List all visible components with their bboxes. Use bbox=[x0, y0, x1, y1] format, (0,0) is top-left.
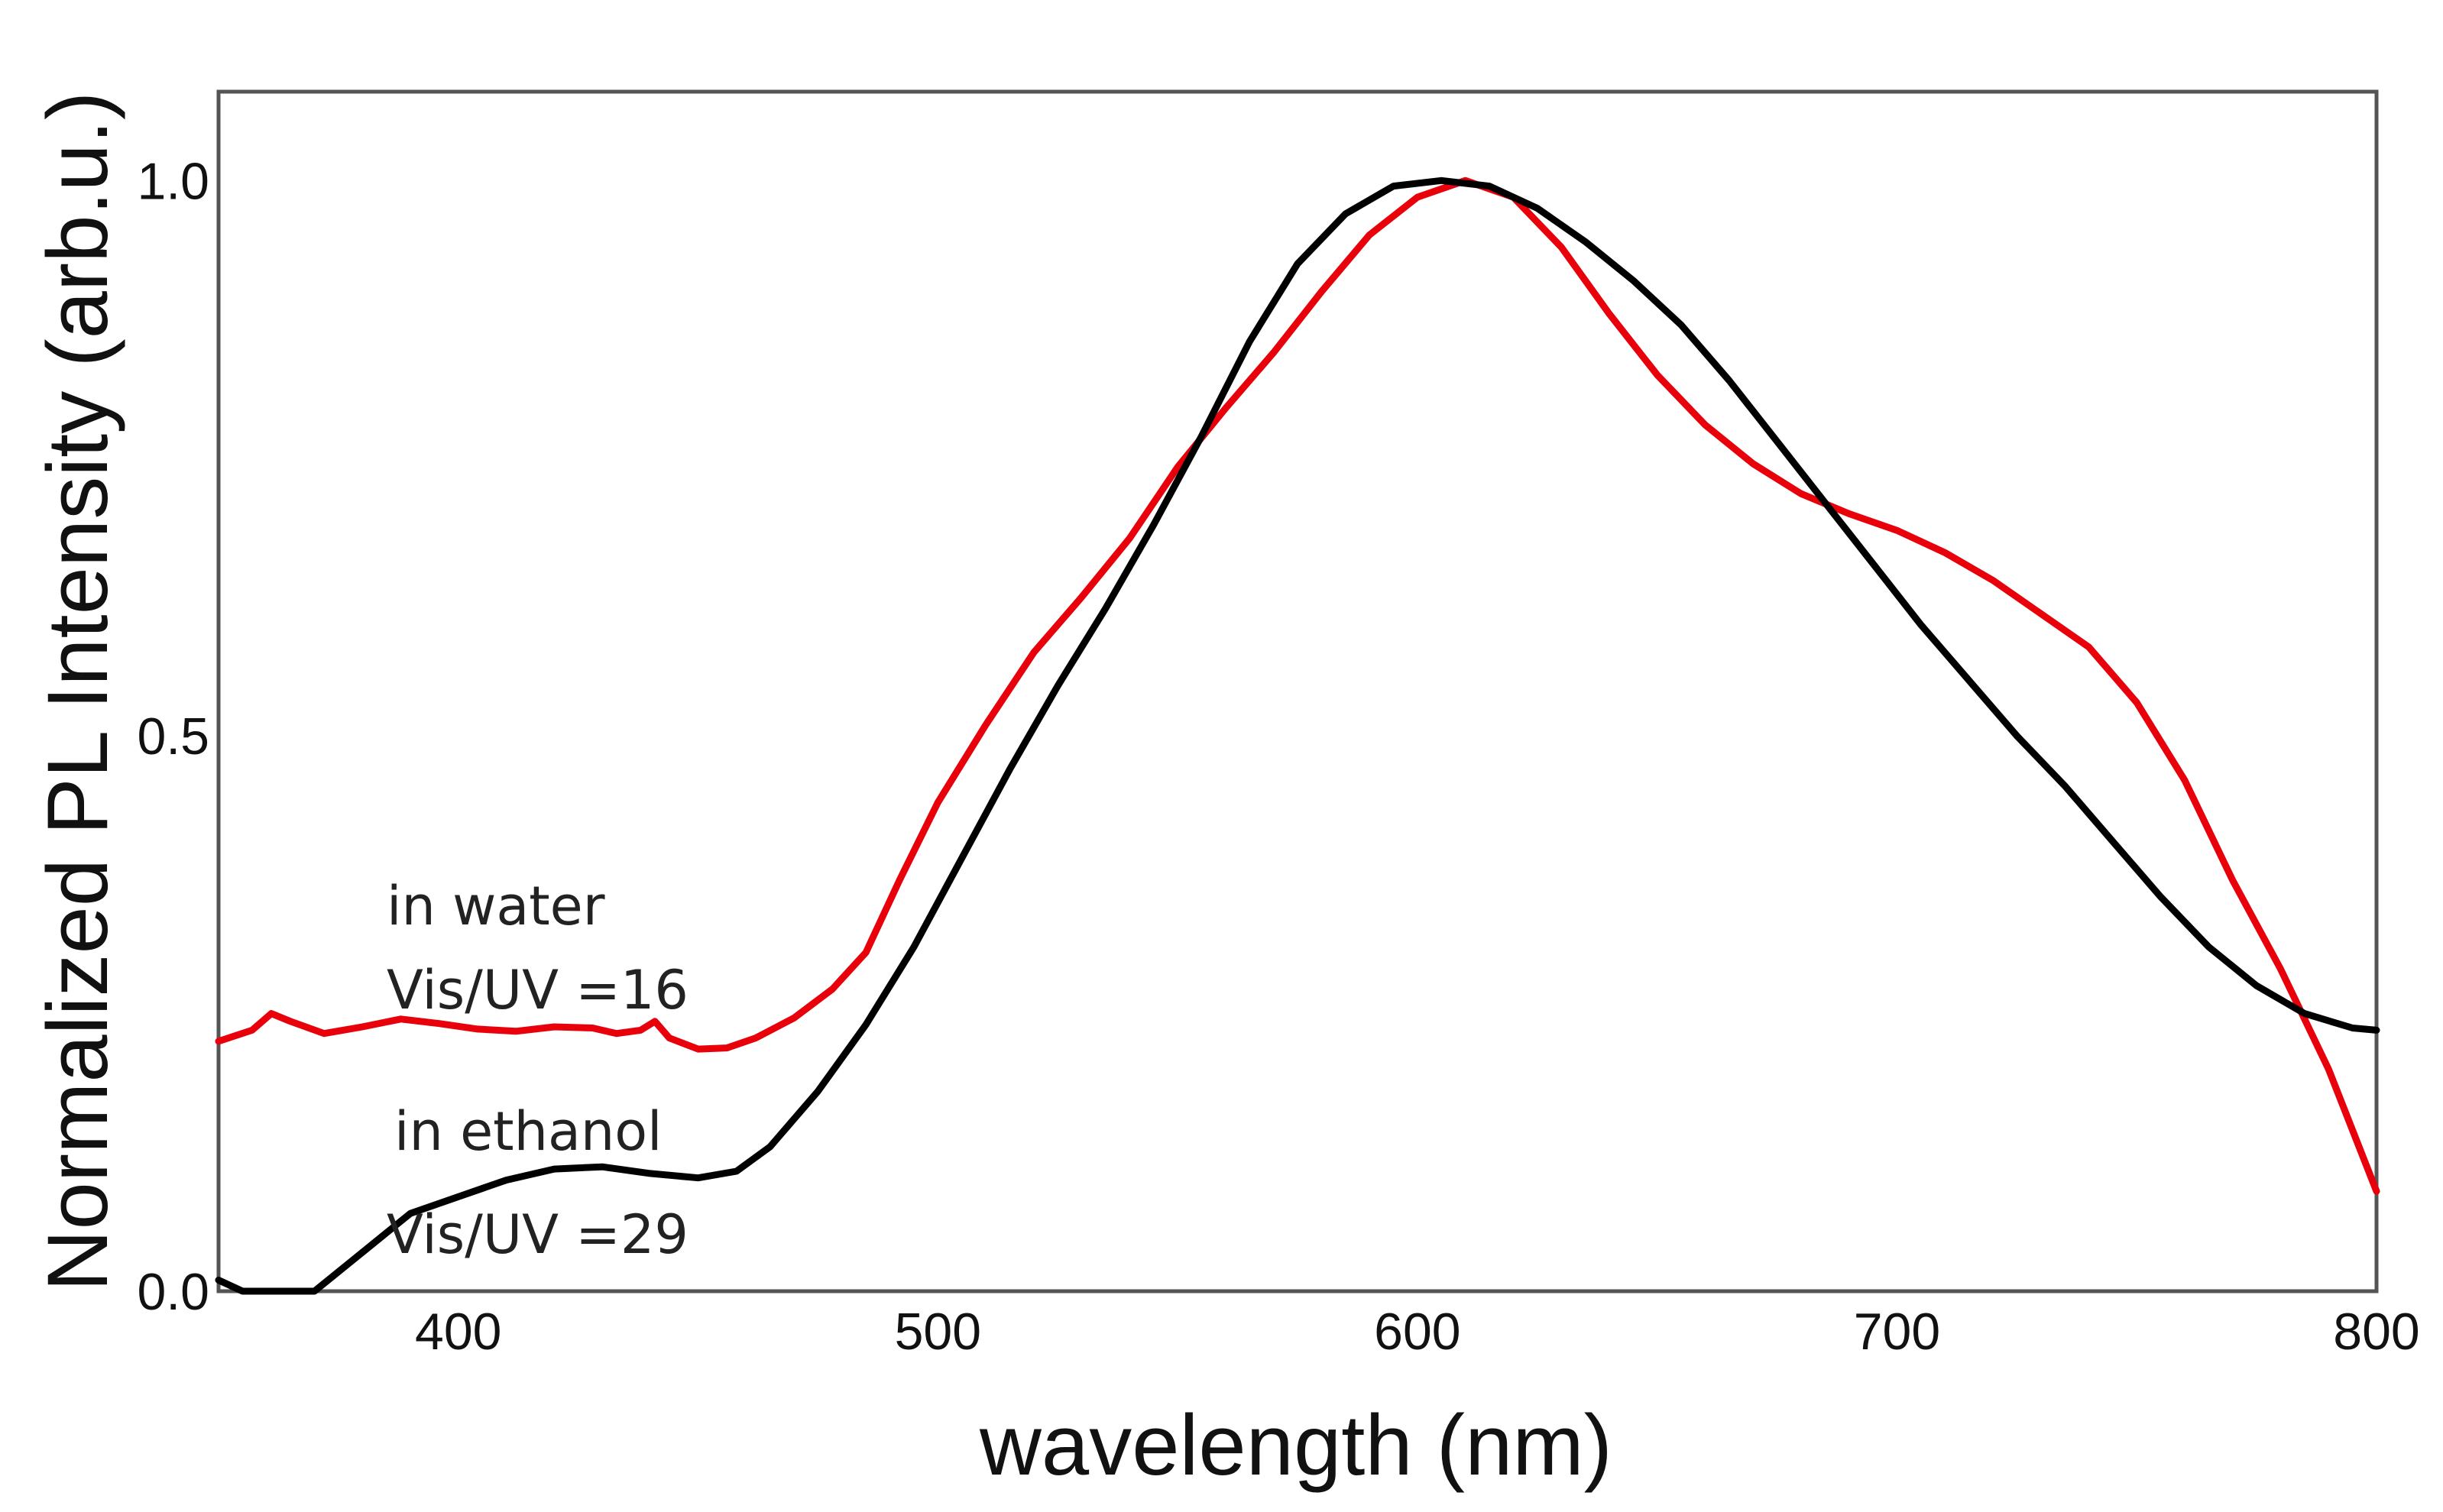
y-tick-label-1.0: 1.0 bbox=[137, 152, 209, 210]
series-layer bbox=[215, 176, 2380, 1295]
y-tick-label-0.5: 0.5 bbox=[137, 707, 209, 766]
y-axis-title: Normalized PL Intensity (arb.u.) bbox=[30, 92, 125, 1292]
x-tick-label-800: 800 bbox=[2333, 1303, 2419, 1361]
x-axis-title: wavelength (nm) bbox=[979, 1397, 1612, 1493]
x-tick-label-700: 700 bbox=[1854, 1303, 1940, 1361]
x-tick-label-600: 600 bbox=[1374, 1303, 1460, 1361]
annotation-water-line1: in water bbox=[387, 875, 605, 937]
ticks-layer: 400 500 600 700 800 0.0 0.5 1.0 bbox=[137, 152, 2419, 1361]
x-tick-label-500: 500 bbox=[895, 1303, 981, 1361]
series-line-in-ethanol bbox=[215, 176, 2380, 1295]
annotation-ethanol-line1: in ethanol bbox=[394, 1100, 662, 1163]
y-tick-label-0.0: 0.0 bbox=[137, 1263, 209, 1321]
series-line-in-water bbox=[215, 176, 2380, 1195]
x-tick-label-400: 400 bbox=[415, 1303, 501, 1361]
plot-area-frame bbox=[216, 89, 2379, 1293]
annotation-water-line2: Vis/UV =16 bbox=[387, 959, 689, 1021]
annotation-ethanol-line2: Vis/UV =29 bbox=[387, 1203, 689, 1266]
